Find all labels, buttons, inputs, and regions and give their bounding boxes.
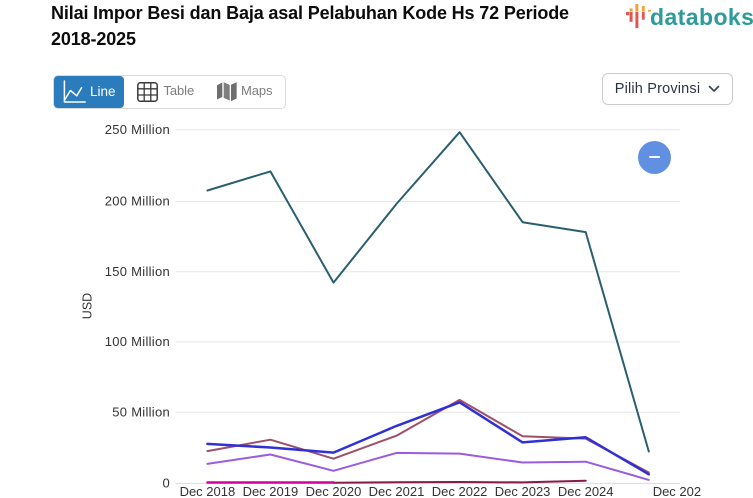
svg-text:Dec 2020: Dec 2020 [306, 484, 362, 498]
svg-text:0: 0 [162, 476, 170, 491]
svg-text:200 Million: 200 Million [105, 194, 170, 209]
svg-text:150 Million: 150 Million [105, 264, 170, 279]
svg-text:Dec 2019: Dec 2019 [243, 484, 299, 498]
svg-text:Dec 2021: Dec 2021 [369, 484, 425, 498]
svg-text:Dec 2024: Dec 2024 [558, 484, 614, 498]
svg-text:Dec 2022: Dec 2022 [432, 484, 488, 498]
svg-text:50 Million: 50 Million [112, 404, 170, 419]
svg-text:250 Million: 250 Million [105, 122, 170, 137]
svg-text:Dec 202: Dec 202 [653, 484, 701, 498]
svg-text:Dec 2023: Dec 2023 [495, 484, 551, 498]
svg-text:Dec 2018: Dec 2018 [180, 484, 236, 498]
svg-text:100 Million: 100 Million [105, 334, 170, 349]
svg-text:USD: USD [81, 293, 95, 319]
